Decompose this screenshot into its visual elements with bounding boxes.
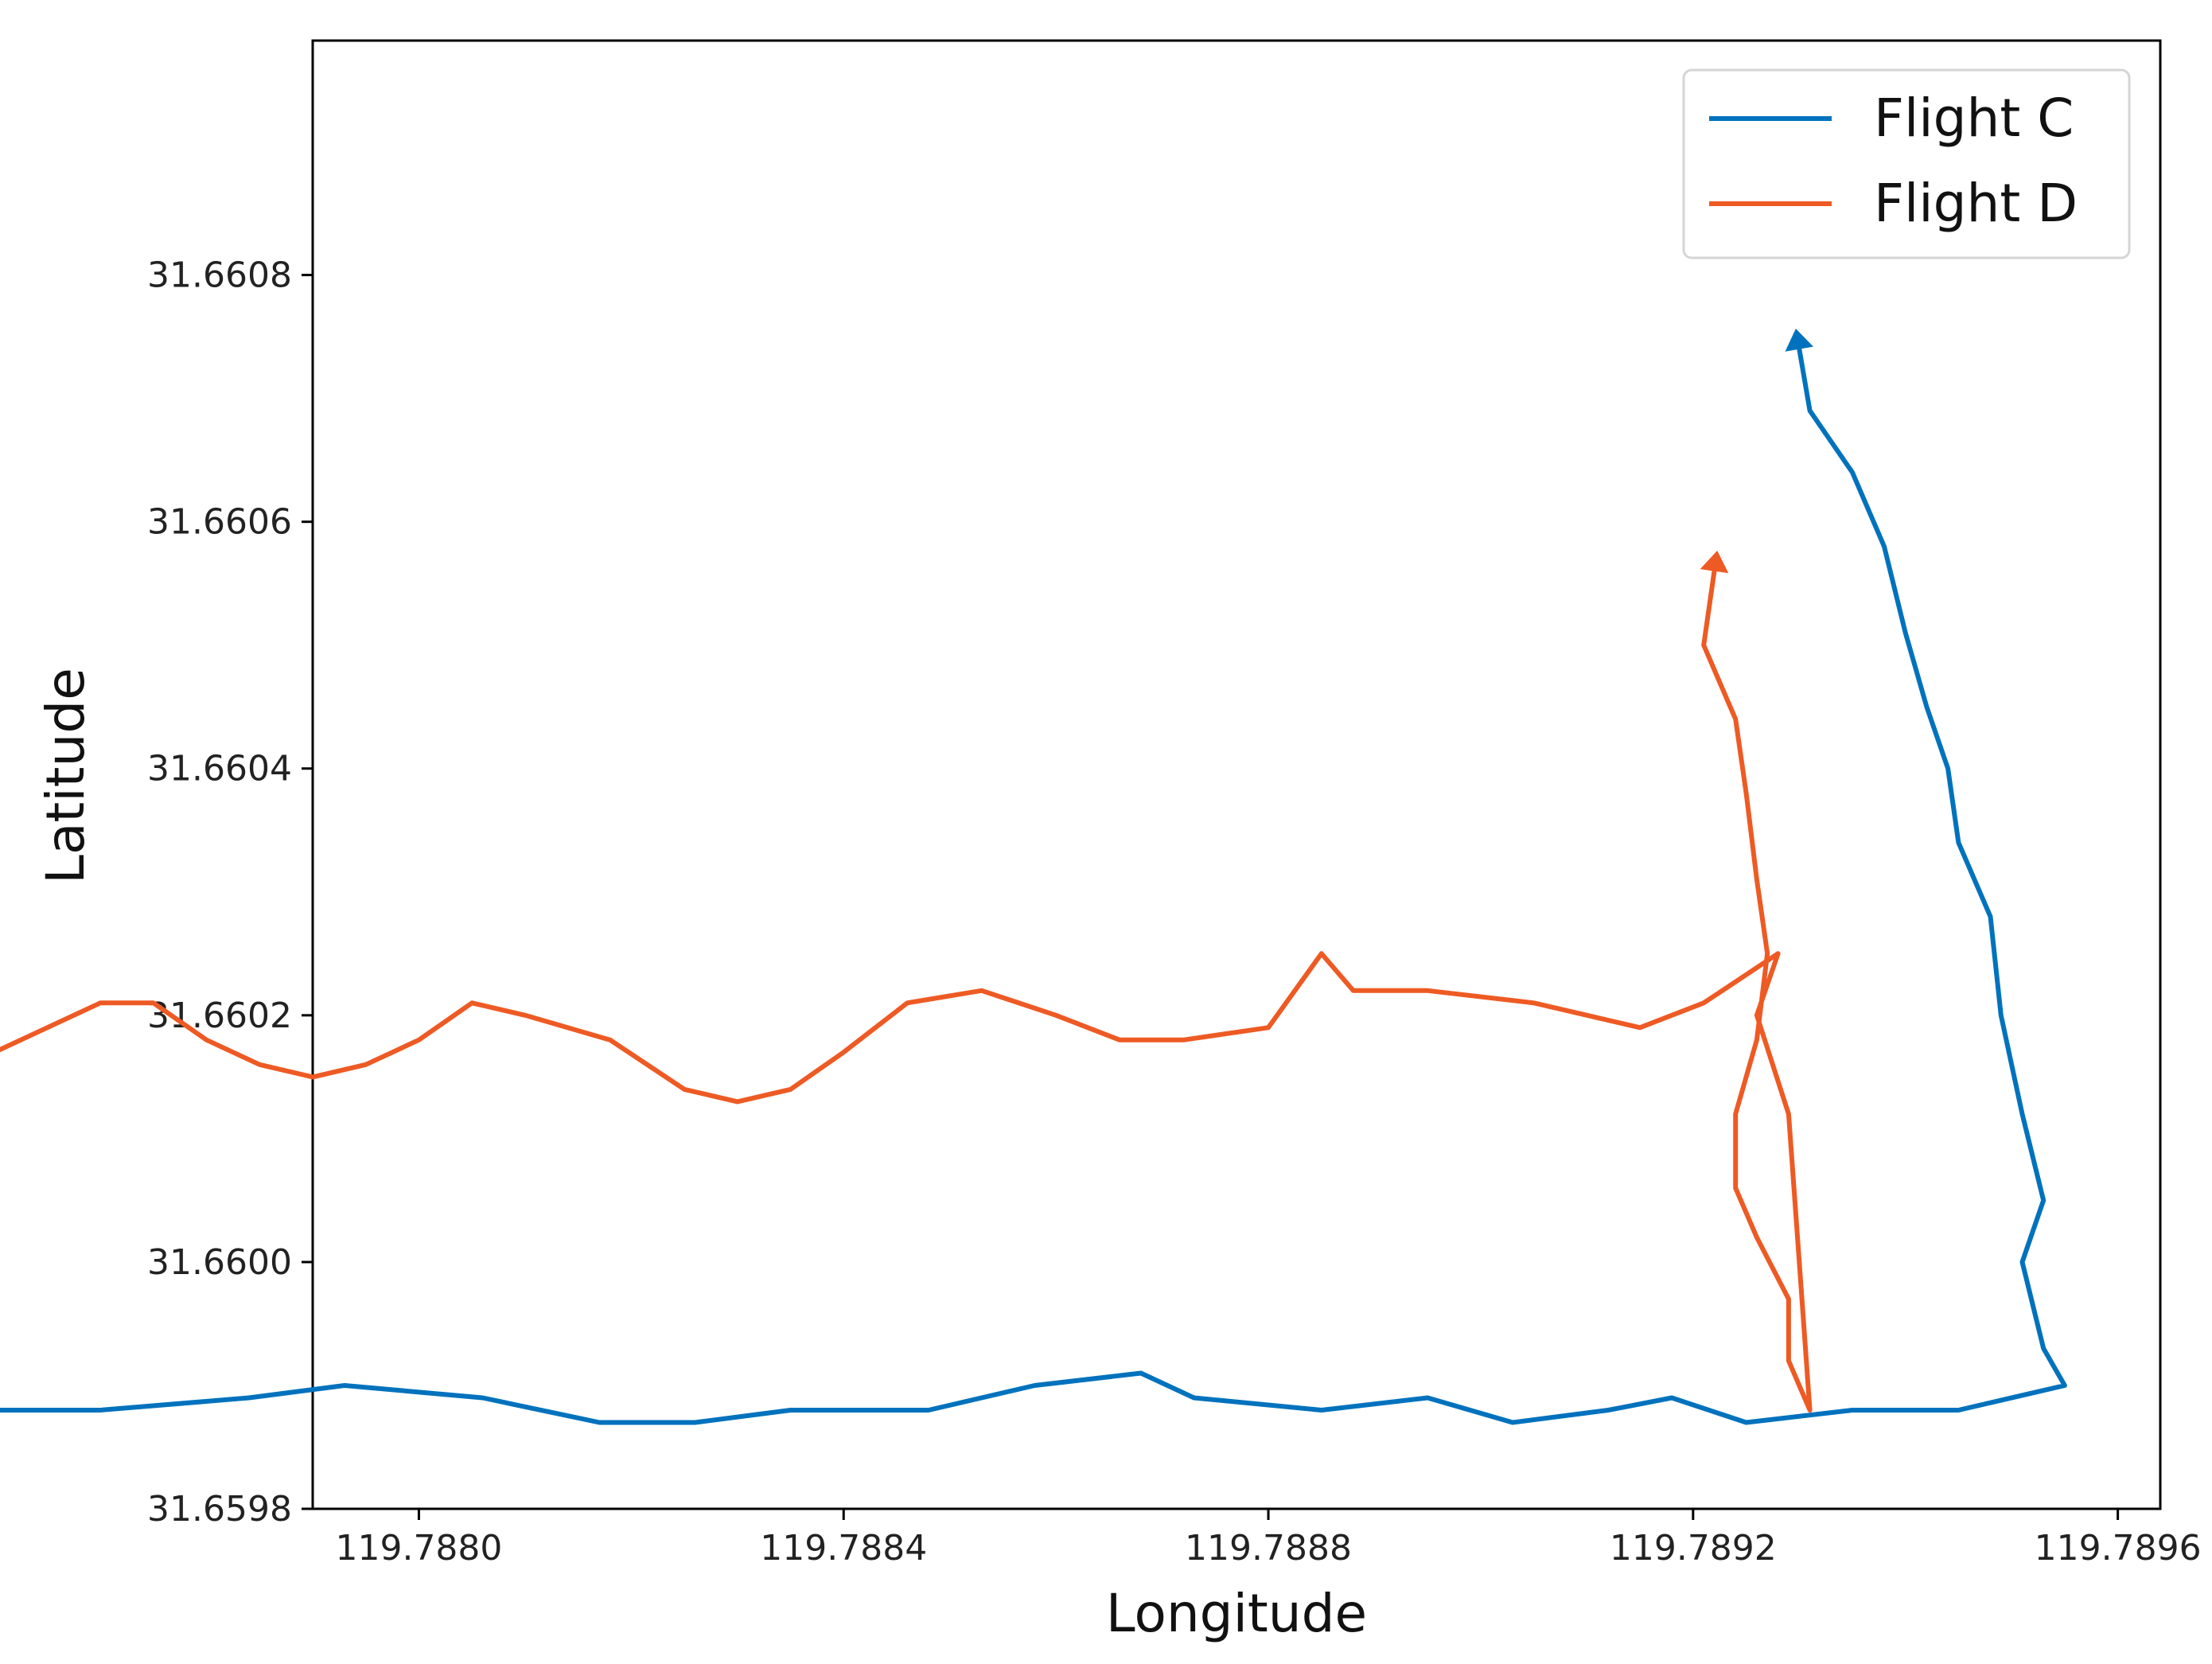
x-tick-label: 119.7880 <box>335 1528 502 1569</box>
y-axis-title: Latitude <box>35 668 96 884</box>
y-tick-label: 31.6600 <box>147 1242 292 1283</box>
legend: Flight C Flight D <box>1682 68 2131 259</box>
plot-area <box>311 39 2162 1510</box>
x-tick-label: 119.7884 <box>760 1528 927 1569</box>
legend-label-flight-d: Flight D <box>1874 173 2078 234</box>
y-tick-label: 31.6608 <box>147 255 292 296</box>
series-start-marker-flight-c <box>1785 329 1813 352</box>
x-axis: 119.7880 119.7884 119.7888 119.7892 119.7896 <box>335 1509 2202 1569</box>
legend-label-flight-c: Flight C <box>1874 88 2074 149</box>
x-tick-label: 119.7892 <box>1610 1528 1777 1569</box>
series-start-marker-flight-d <box>1700 550 1729 574</box>
x-tick-label: 119.7896 <box>2035 1528 2202 1569</box>
series-layer <box>0 329 2067 1425</box>
x-tick-label: 119.7888 <box>1185 1528 1352 1569</box>
series-line-flight-d <box>0 568 1813 1413</box>
y-axis: 31.659831.660031.660231.660431.660631.66… <box>147 255 313 1530</box>
x-axis-title: Longitude <box>1106 1583 1367 1644</box>
y-tick-label: 31.6604 <box>147 749 292 789</box>
series-line-flight-c <box>0 346 2067 1425</box>
y-tick-label: 31.6606 <box>147 502 292 543</box>
y-tick-label: 31.6598 <box>147 1489 292 1530</box>
